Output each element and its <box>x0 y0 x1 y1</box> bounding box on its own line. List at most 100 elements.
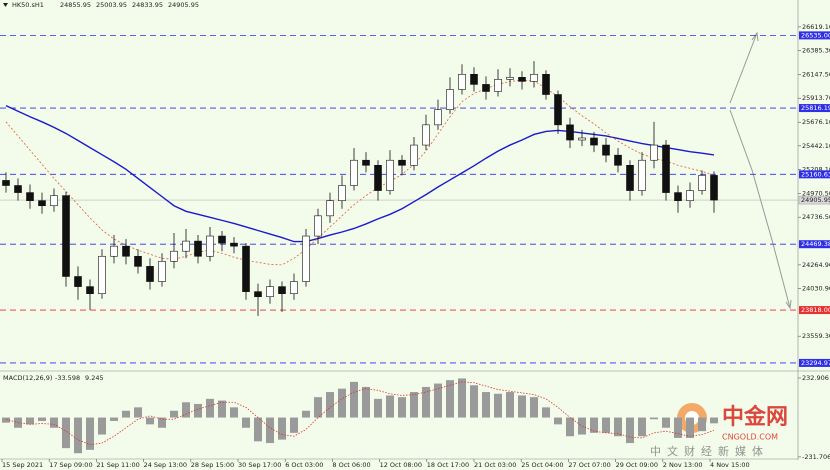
arrow-head <box>785 299 792 310</box>
candle-body <box>374 164 382 191</box>
candle-body <box>422 124 430 146</box>
candle-body <box>350 159 358 186</box>
header-value: 24833.95 <box>132 1 163 9</box>
candle-body <box>38 200 46 207</box>
macd-bar <box>470 385 478 418</box>
candle-body <box>194 240 202 257</box>
level-box <box>799 358 830 367</box>
x-tick-label: 17 Sep 09:00 <box>49 461 92 469</box>
candle-body <box>98 255 106 294</box>
x-tick-label: 2 Nov 13:00 <box>663 461 703 469</box>
candle-body <box>110 245 118 257</box>
x-tick-label: 24 Sep 13:00 <box>144 461 187 469</box>
candle-body <box>662 144 670 193</box>
arrow-head <box>751 31 759 42</box>
forecast-arrows <box>729 31 792 310</box>
candle-body <box>674 192 682 201</box>
candle-body <box>266 286 274 298</box>
macd-bar <box>218 400 226 418</box>
x-tick-label: 8 Oct 06:00 <box>332 461 370 469</box>
macd-bar <box>242 417 250 428</box>
candle-body <box>2 180 10 186</box>
macd-bar <box>578 417 586 435</box>
macd-bar <box>134 407 142 418</box>
candle-body <box>470 74 478 85</box>
macd-bar <box>458 378 466 418</box>
x-tick-label: 30 Sep 17:00 <box>238 461 281 469</box>
macd-bar <box>542 407 550 418</box>
macd-bar <box>74 417 82 454</box>
macd-bar <box>302 410 310 418</box>
candle-body <box>134 255 142 267</box>
candle-body <box>218 235 226 244</box>
candle-body <box>578 137 586 141</box>
y-tick-label: 24736.50 <box>802 213 830 221</box>
x-tick-label: 12 Oct 08:00 <box>380 461 422 469</box>
y-tick-label: 24030.90 <box>802 285 830 293</box>
y-tick-label: 25442.10 <box>802 142 830 150</box>
header-icon <box>3 3 8 7</box>
arrow-up <box>729 32 758 104</box>
candle-body <box>602 144 610 156</box>
macd-bar <box>230 407 238 418</box>
macd-bar <box>146 417 154 425</box>
macd-bar <box>374 398 382 418</box>
macd-signal <box>5 381 715 446</box>
macd-bar <box>182 402 190 418</box>
candle-body <box>362 159 370 166</box>
candle-body <box>434 109 442 126</box>
x-tick-label: 6 Oct 03:00 <box>285 461 323 469</box>
y-tick-label: 24264.90 <box>802 261 830 269</box>
moving-average <box>5 105 715 243</box>
candle-body <box>506 77 514 80</box>
macd-bar <box>362 386 370 418</box>
macd-bar <box>158 417 166 428</box>
macd-bar <box>686 417 694 438</box>
macd-bar <box>614 417 622 437</box>
level-label: 24469.38 <box>801 240 830 248</box>
macd-bar <box>194 403 202 418</box>
macd-bar <box>638 417 646 437</box>
macd-bar <box>2 417 10 423</box>
last-price-box <box>798 195 830 205</box>
macd-bar <box>710 417 718 424</box>
candle-body <box>590 137 598 146</box>
candle-body <box>482 84 490 92</box>
last-price-label: 24905.95 <box>801 196 830 204</box>
macd-bar <box>698 417 706 432</box>
candle-body <box>314 215 322 237</box>
candle-body <box>458 74 466 90</box>
header-value: 25003.95 <box>96 1 127 9</box>
candle-body <box>278 286 286 294</box>
macd-reading: -33.598 <box>55 374 80 382</box>
candle-body <box>686 190 694 201</box>
macd-bar <box>290 417 298 433</box>
level-label: 23294.97 <box>801 359 830 367</box>
macd-bar <box>518 395 526 418</box>
candle-body <box>182 240 190 252</box>
candle-body <box>386 159 394 191</box>
macd-bar <box>410 392 418 418</box>
x-tick-label: 21 Sep 11:00 <box>96 461 139 469</box>
macd-bar <box>26 417 34 425</box>
y-tick-label: 26619.10 <box>802 23 830 31</box>
macd-bar <box>482 392 490 418</box>
macd-bar <box>650 417 658 420</box>
x-tick-label: 25 Oct 04:00 <box>521 461 563 469</box>
macd-bar <box>326 392 334 418</box>
candle-body <box>302 235 310 282</box>
header-symbol: HK50.sH1 <box>12 1 44 9</box>
candle-body <box>254 291 262 298</box>
level-box <box>799 306 830 315</box>
x-tick-label: 29 Oct 09:00 <box>616 461 658 469</box>
macd-bar <box>446 380 454 418</box>
candle-body <box>146 266 154 282</box>
candle-body <box>554 94 562 126</box>
x-tick-label: 15 Sep 2021 <box>2 461 43 469</box>
level-label: 26535.00 <box>801 31 830 39</box>
candle-body <box>494 79 502 92</box>
macd-bar <box>434 383 442 418</box>
macd-reading: 9.245 <box>85 374 104 382</box>
